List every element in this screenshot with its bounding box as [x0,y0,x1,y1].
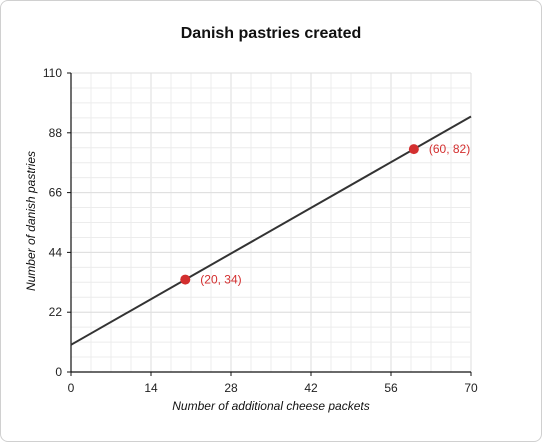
grid [71,72,472,372]
data-point-label: (20, 34) [200,273,241,287]
x-tick-label: 56 [384,381,398,395]
data-point [408,144,419,155]
x-axis-label: Number of additional cheese packets [172,399,370,413]
axes: 0 14 28 42 56 70 0 22 44 66 88 110 [43,66,478,395]
y-tick-label: 0 [55,365,62,379]
data-point-label: (60, 82) [429,142,470,156]
chart-title: Danish pastries created [180,25,362,42]
y-tick-label: 110 [43,66,62,80]
y-tick-label: 66 [49,186,63,200]
points-layer: (20, 34) (60, 82) [180,142,470,287]
x-tick-label: 0 [68,381,75,395]
y-axis-label: Number of danish pastries [24,150,38,292]
x-tick-label: 28 [224,381,238,395]
data-point [180,274,191,285]
y-tick-label: 44 [49,245,63,259]
series-line [70,115,472,346]
x-tick-label: 70 [464,381,478,395]
y-tick-label: 22 [49,305,63,319]
y-tick-label: 88 [49,126,63,140]
x-tick-label: 14 [144,381,158,395]
x-tick-label: 42 [304,381,318,395]
series-layer [70,115,472,346]
